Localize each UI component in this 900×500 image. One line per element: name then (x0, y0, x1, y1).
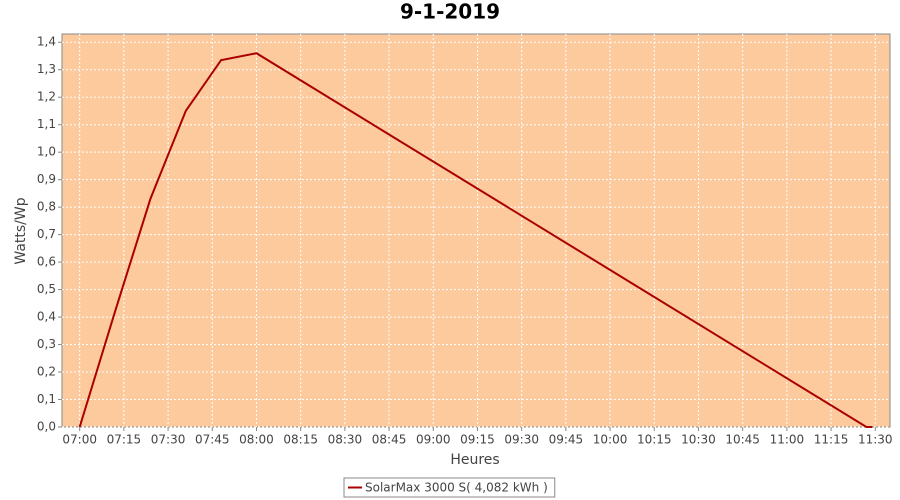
x-tick-label: 09:30 (504, 433, 539, 447)
chart-title: 9-1-2019 (400, 0, 500, 24)
legend-label: SolarMax 3000 S( 4,082 kWh ) (365, 481, 548, 495)
y-tick-label: 0,6 (37, 255, 56, 269)
x-tick-label: 08:15 (283, 433, 318, 447)
y-tick-label: 0,9 (37, 172, 56, 186)
x-tick-label: 08:30 (328, 433, 363, 447)
x-tick-label: 10:45 (725, 433, 760, 447)
y-tick-label: 1,3 (37, 62, 56, 76)
x-tick-label: 10:00 (593, 433, 628, 447)
x-tick-label: 08:45 (372, 433, 407, 447)
y-axis-label: Watts/Wp (13, 197, 29, 264)
y-tick-label: 1,2 (37, 90, 56, 104)
legend-box (343, 477, 556, 498)
x-tick-label: 07:00 (62, 433, 97, 447)
x-tick-label: 09:00 (416, 433, 451, 447)
x-tick-label: 10:30 (681, 433, 716, 447)
data-line (78, 52, 873, 428)
y-tick-label: 0,4 (37, 310, 56, 324)
y-tick-label: 0,5 (37, 282, 56, 296)
x-tick-label: 09:45 (549, 433, 584, 447)
y-tick-label: 1,1 (37, 117, 56, 131)
x-tick-label: 08:00 (239, 433, 274, 447)
x-tick-label: 07:30 (151, 433, 186, 447)
x-tick-label: 10:15 (637, 433, 672, 447)
y-tick-label: 0,2 (37, 365, 56, 379)
x-tick-label: 07:15 (107, 433, 142, 447)
y-tick-label: 0,8 (37, 200, 56, 214)
x-tick-label: 11:00 (770, 433, 805, 447)
y-tick-label: 1,0 (37, 145, 56, 159)
y-tick-label: 0,7 (37, 227, 56, 241)
y-tick-label: 0,1 (37, 392, 56, 406)
y-tick-label: 0,3 (37, 337, 56, 351)
y-tick-label: 1,4 (37, 35, 56, 49)
y-tick-label: 0,0 (37, 420, 56, 434)
x-axis-label: Heures (450, 452, 499, 468)
x-tick-label: 07:45 (195, 433, 230, 447)
x-tick-label: 09:15 (460, 433, 495, 447)
x-tick-label: 11:30 (858, 433, 893, 447)
x-tick-label: 11:15 (814, 433, 849, 447)
plot-area (61, 33, 891, 428)
